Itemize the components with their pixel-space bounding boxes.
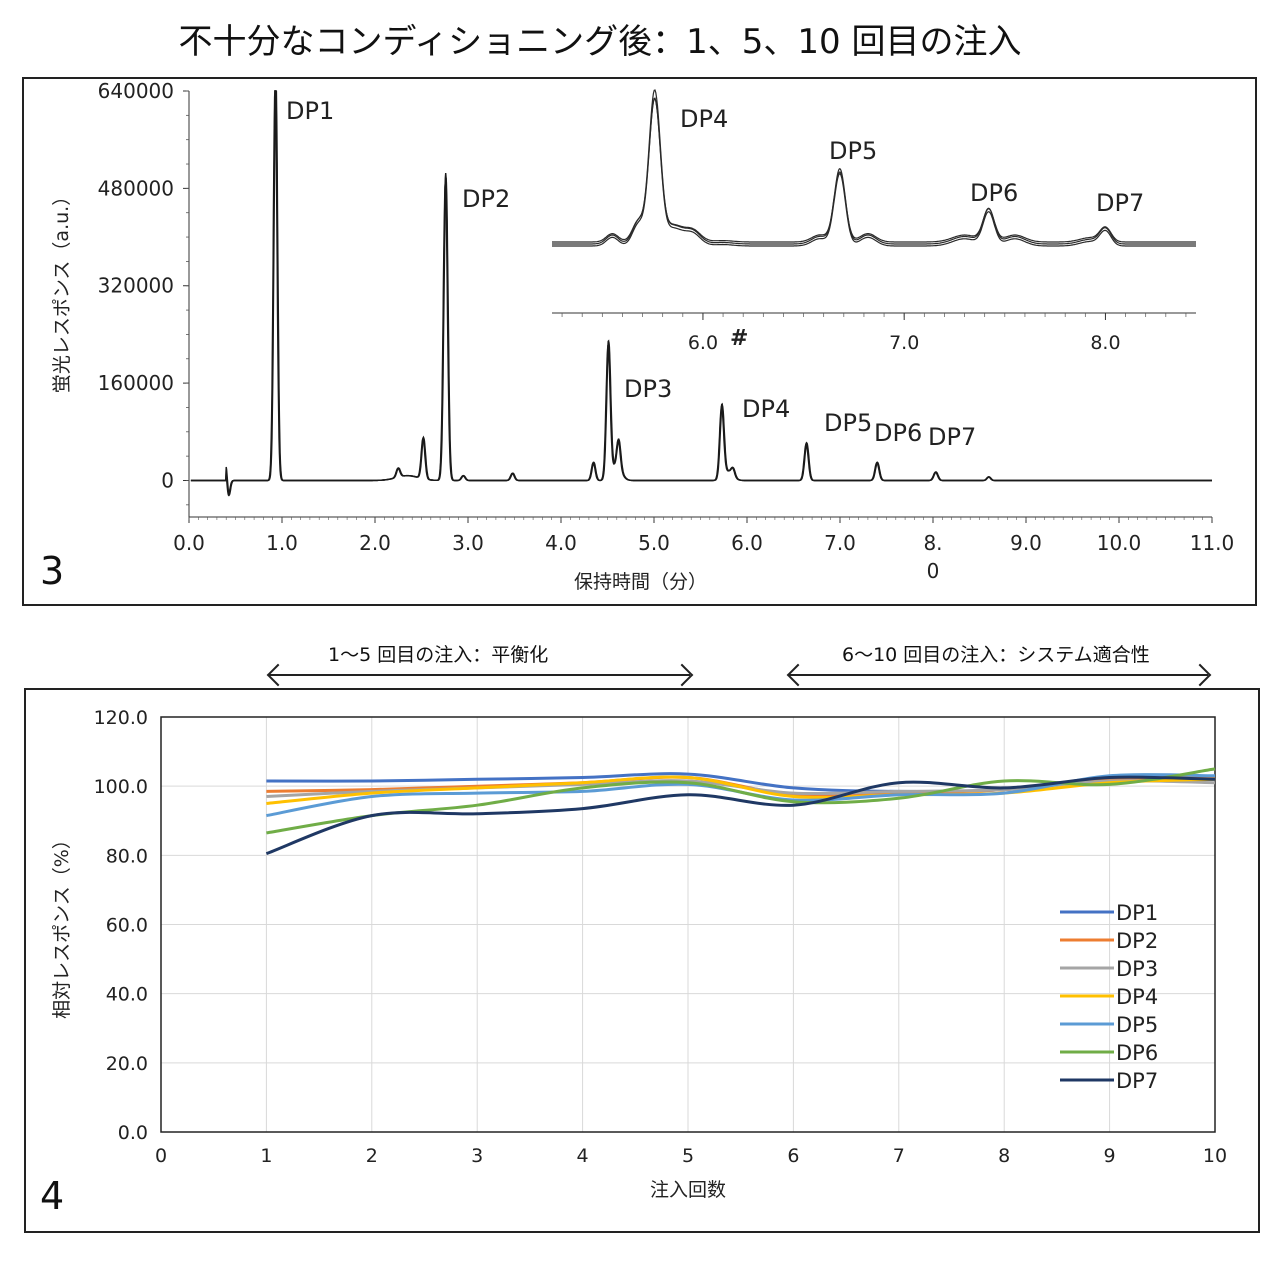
y-tick-label: 60.0	[106, 915, 148, 937]
legend-label: DP5	[1116, 1013, 1158, 1037]
arrow-head-left-icon	[266, 663, 290, 687]
legend-label: DP6	[1116, 1041, 1158, 1065]
peak-label: DP5	[824, 409, 872, 437]
relative-response-panel: 0.0 20.0 40.0 60.0 80.0 100.0 120.0 0 1 2 3 4 5 6 7 8 9 1…	[24, 688, 1260, 1233]
x-tick-label: 9.0	[1010, 531, 1042, 555]
y-tick-label: 0.0	[118, 1122, 148, 1144]
suitability-arrow	[788, 674, 1208, 676]
equilibration-label: 1～5 回目の注入：平衡化	[328, 644, 549, 666]
panel-label-4: 4	[40, 1174, 65, 1218]
inset-marker: #	[730, 326, 748, 351]
inset-tick-label: 7.0	[889, 332, 919, 354]
y-tick-label: 160000	[98, 371, 174, 395]
inset-peak-label: DP7	[1096, 189, 1144, 217]
x-tick-label: 3.0	[452, 531, 484, 555]
series-line-dp7	[265, 775, 1216, 856]
equilibration-arrow	[268, 674, 690, 676]
x-tick-label: 6	[787, 1145, 799, 1167]
x-tick-label: 9	[1104, 1145, 1116, 1167]
y-axis-title: 相対レスポンス（%）	[51, 830, 73, 1019]
y-tick-label: 20.0	[106, 1053, 148, 1075]
chromatogram-trace-3	[190, 90, 1212, 496]
y-axis-title: 蛍光レスポンス（a.u.）	[51, 187, 73, 393]
x-tick-label: 2.0	[359, 531, 391, 555]
x-tick-label: 7	[893, 1145, 905, 1167]
x-tick-label: 3	[471, 1145, 483, 1167]
x-axis-title: 注入回数	[650, 1179, 726, 1201]
series-line-dp4	[266, 775, 1216, 805]
x-tick-label: 5.0	[638, 531, 670, 555]
x-tick-label: 0	[155, 1145, 167, 1167]
chromatogram-trace-2	[190, 90, 1212, 497]
x-tick-label: 1.0	[266, 531, 298, 555]
x-tick-label: 1	[260, 1145, 272, 1167]
inset-peak-label: DP4	[680, 105, 728, 133]
x-tick-label: 4	[577, 1145, 589, 1167]
inset-peak-label: DP6	[970, 179, 1018, 207]
y-tick-label: 80.0	[106, 845, 148, 867]
peak-label: DP7	[928, 423, 976, 451]
legend-label: DP4	[1116, 985, 1158, 1009]
x-tick-label: 10.0	[1097, 531, 1142, 555]
x-tick-label: 6.0	[731, 531, 763, 555]
legend-label: DP2	[1116, 929, 1158, 953]
relative-response-chart: 0.0 20.0 40.0 60.0 80.0 100.0 120.0 0 1 2 3 4 5 6 7 8 9 1…	[51, 707, 1227, 1201]
arrow-head-right-icon	[1188, 663, 1212, 687]
legend-label: DP7	[1116, 1069, 1158, 1093]
legend-label: DP1	[1116, 901, 1158, 925]
inset-tick-label: 8.0	[1090, 332, 1120, 354]
legend-label: DP3	[1116, 957, 1158, 981]
arrow-head-right-icon	[670, 663, 694, 687]
peak-label: DP6	[874, 419, 922, 447]
inset-trace-1	[552, 89, 1196, 245]
chromatogram-trace-1	[190, 90, 1212, 497]
y-tick-label: 480000	[98, 176, 174, 200]
peak-label: DP3	[624, 375, 672, 403]
arrow-head-left-icon	[786, 663, 810, 687]
x-tick-label: 7.0	[824, 531, 856, 555]
inset-tick-label: 6.0	[688, 332, 718, 354]
x-tick-label: 2	[366, 1145, 378, 1167]
x-tick-label: 10	[1203, 1145, 1227, 1167]
x-tick-label: 4.0	[545, 531, 577, 555]
x-tick-label: 11.0	[1190, 531, 1235, 555]
y-tick-label: 640000	[98, 79, 174, 103]
x-axis-title: 保持時間（分）	[574, 571, 707, 593]
peak-label: DP1	[286, 97, 334, 125]
inset-trace-2	[552, 97, 1196, 247]
page-title: 不十分なコンディショニング後：1、5、10 回目の注入	[178, 22, 1022, 62]
x-tick-label: 5	[682, 1145, 694, 1167]
chromatogram-chart: 0 160000 320000 480000 640000 0.0 1.0 2.0 3.0 4.0…	[51, 79, 1235, 593]
x-tick-label: 8. 0	[923, 531, 942, 583]
plot-area-border	[160, 716, 1216, 1133]
y-tick-label: 100.0	[94, 776, 148, 798]
y-tick-label: 40.0	[106, 984, 148, 1006]
y-tick-label: 0	[161, 468, 174, 492]
panel-label-3: 3	[40, 549, 65, 593]
x-tick-label: 0.0	[173, 531, 205, 555]
x-tick-label: 8	[998, 1145, 1010, 1167]
inset-trace-3	[552, 98, 1196, 243]
suitability-label: 6～10 回目の注入：システム適合性	[842, 644, 1150, 666]
peak-label: DP2	[462, 185, 510, 213]
y-tick-label: 320000	[98, 274, 174, 298]
chromatogram-panel: 0 160000 320000 480000 640000 0.0 1.0 2.0 3.0 4.0…	[22, 77, 1257, 606]
inset-peak-label: DP5	[829, 137, 877, 165]
y-tick-label: 120.0	[94, 707, 148, 729]
peak-label: DP4	[742, 395, 790, 423]
